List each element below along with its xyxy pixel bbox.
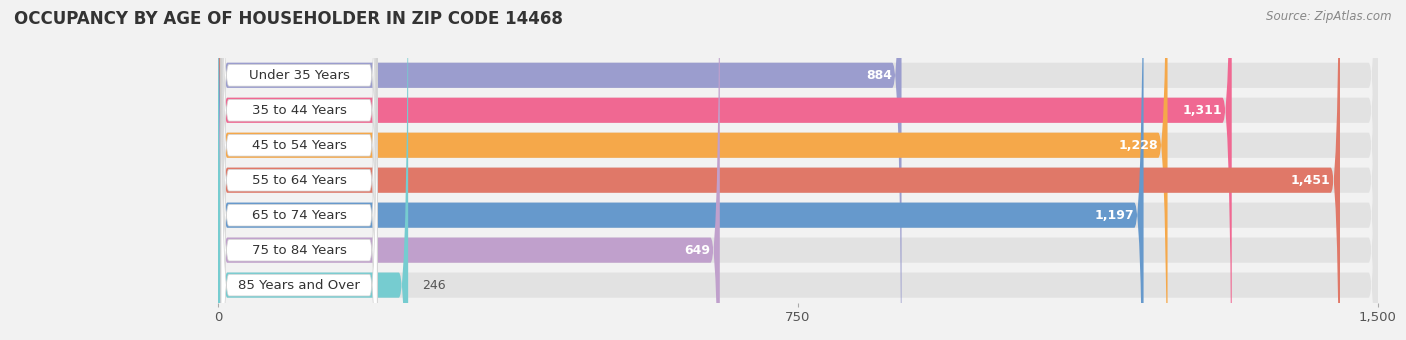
FancyBboxPatch shape [221, 0, 377, 340]
FancyBboxPatch shape [221, 0, 377, 340]
FancyBboxPatch shape [218, 0, 1143, 340]
FancyBboxPatch shape [221, 0, 377, 340]
Text: 1,311: 1,311 [1182, 104, 1222, 117]
Text: 1,228: 1,228 [1119, 139, 1159, 152]
Text: 75 to 84 Years: 75 to 84 Years [252, 244, 346, 257]
FancyBboxPatch shape [218, 0, 1378, 340]
Text: 65 to 74 Years: 65 to 74 Years [252, 209, 346, 222]
Text: 884: 884 [866, 69, 893, 82]
Text: 649: 649 [685, 244, 710, 257]
FancyBboxPatch shape [218, 0, 1378, 340]
Text: Under 35 Years: Under 35 Years [249, 69, 350, 82]
Text: 55 to 64 Years: 55 to 64 Years [252, 174, 346, 187]
Text: 1,451: 1,451 [1291, 174, 1330, 187]
FancyBboxPatch shape [218, 0, 1232, 340]
Text: 246: 246 [422, 278, 446, 292]
FancyBboxPatch shape [218, 0, 1378, 340]
FancyBboxPatch shape [218, 0, 1378, 340]
Text: 45 to 54 Years: 45 to 54 Years [252, 139, 346, 152]
Text: 1,197: 1,197 [1095, 209, 1135, 222]
FancyBboxPatch shape [218, 0, 1378, 340]
FancyBboxPatch shape [221, 0, 377, 340]
Text: Source: ZipAtlas.com: Source: ZipAtlas.com [1267, 10, 1392, 23]
FancyBboxPatch shape [218, 0, 1340, 340]
Text: OCCUPANCY BY AGE OF HOUSEHOLDER IN ZIP CODE 14468: OCCUPANCY BY AGE OF HOUSEHOLDER IN ZIP C… [14, 10, 562, 28]
FancyBboxPatch shape [221, 0, 377, 340]
FancyBboxPatch shape [218, 0, 1167, 340]
FancyBboxPatch shape [218, 0, 901, 340]
FancyBboxPatch shape [218, 0, 720, 340]
FancyBboxPatch shape [218, 0, 1378, 340]
FancyBboxPatch shape [218, 0, 408, 340]
FancyBboxPatch shape [221, 0, 377, 340]
FancyBboxPatch shape [218, 0, 1378, 340]
Text: 85 Years and Over: 85 Years and Over [238, 278, 360, 292]
Text: 35 to 44 Years: 35 to 44 Years [252, 104, 346, 117]
FancyBboxPatch shape [221, 0, 377, 340]
